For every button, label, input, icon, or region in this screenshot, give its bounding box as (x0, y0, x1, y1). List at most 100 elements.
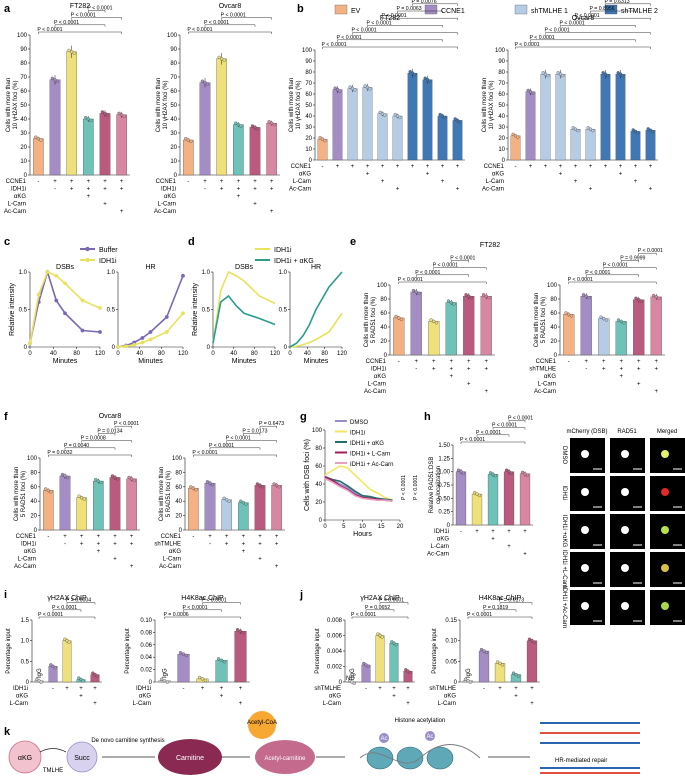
condition-mark: + (208, 534, 212, 540)
condition-label: L-Carn (438, 701, 456, 707)
data-point (46, 488, 51, 493)
data-point (477, 493, 482, 498)
series-marker (54, 298, 59, 303)
significance-bracket (545, 32, 651, 35)
y-axis-label: Percentage input (315, 628, 321, 674)
significance-bracket (64, 447, 116, 450)
data-point (79, 495, 84, 500)
series-marker (28, 341, 32, 346)
y-tick-label: 70 (20, 75, 27, 81)
legend-label: CCNE1 (441, 8, 465, 15)
bar (478, 650, 490, 683)
bar (393, 317, 405, 356)
condition-mark: + (93, 701, 97, 707)
condition-mark: + (529, 164, 533, 170)
data-point (274, 483, 279, 488)
data-point (110, 474, 115, 478)
p-value: P = 0.0173 (499, 598, 524, 604)
data-point (417, 291, 421, 296)
y-tick-label: 0.008 (327, 618, 343, 624)
condition-mark: + (120, 187, 124, 193)
x-tick-label: 80 (321, 351, 328, 357)
significance-bracket (71, 17, 122, 20)
x-tick-label: 0 (288, 351, 292, 357)
condition-label: αKG (374, 374, 386, 380)
condition-label: IDH1i (161, 187, 176, 193)
y-tick-label: 0.5 (202, 308, 211, 314)
data-point (208, 481, 212, 485)
condition-mark: + (336, 164, 340, 170)
data-point (178, 651, 183, 655)
condition-mark: + (103, 179, 107, 185)
condition-mark: - (460, 529, 462, 535)
y-axis-label: Cells with more than (364, 293, 370, 347)
x-tick-label: 20 (397, 524, 404, 530)
p-value: P < 0.0001 (192, 450, 217, 456)
condition-label: αKG (164, 194, 176, 200)
data-point (272, 482, 276, 486)
condition-mark: + (432, 367, 436, 373)
data-point (253, 125, 257, 130)
p-value: P = 0.6473 (259, 421, 284, 427)
y-tick-label: 40 (20, 117, 27, 123)
condition-label: αKG (14, 194, 26, 200)
x-tick-label: 10 (359, 524, 366, 530)
p-value: P = 0.0032 (47, 450, 72, 456)
condition-mark: + (637, 382, 641, 388)
y-tick-label: 20 (175, 514, 182, 520)
condition-mark: + (654, 367, 658, 373)
condition-mark: + (113, 534, 117, 540)
data-point (100, 110, 105, 114)
significance-bracket (575, 17, 651, 21)
condition-mark: + (411, 164, 415, 170)
data-point (459, 469, 463, 474)
data-point (464, 293, 468, 297)
condition-mark: - (322, 164, 324, 170)
y-axis-label: Relative intensity (192, 283, 199, 336)
condition-mark: + (530, 686, 534, 692)
data-point (599, 315, 603, 319)
data-point (53, 666, 57, 670)
data-point (469, 295, 474, 300)
x-tick-label: 120 (178, 351, 189, 357)
y-axis-label: Relative intensity (9, 283, 16, 336)
data-point (569, 314, 574, 318)
data-point (511, 671, 516, 675)
image-row-label: IDH1i +αKG (561, 515, 567, 548)
y-tick-label: 70 (305, 81, 312, 87)
condition-label: shTMLHE (314, 686, 341, 692)
y-tick-label: 10 (498, 147, 505, 153)
y-axis-label: 10 γH2AX foci (%) (489, 80, 495, 129)
bar (116, 114, 127, 176)
p-value: P < 0.0001 (401, 475, 407, 500)
condition-label: shTMLHE (154, 542, 181, 548)
data-point (488, 471, 493, 475)
data-point (636, 131, 640, 135)
condition-label: Ac-Carn (482, 187, 504, 193)
y-tick-label: 40 (30, 499, 37, 505)
bar (271, 485, 282, 531)
data-point (184, 653, 189, 658)
data-point (434, 321, 439, 325)
data-point (414, 290, 418, 294)
x-tick-label: 40 (304, 351, 311, 357)
bar (615, 321, 627, 356)
y-tick-label: 20 (315, 500, 322, 506)
data-point (203, 678, 208, 682)
condition-mark: + (87, 179, 91, 185)
y-tick-label: 80 (315, 446, 322, 452)
y-tick-label: 0 (284, 345, 288, 351)
data-point (181, 652, 186, 656)
data-point (493, 474, 498, 478)
bar (233, 124, 244, 176)
condition-mark: + (602, 367, 606, 373)
condition-mark: + (634, 164, 638, 170)
p-value: P < 0.0001 (508, 415, 533, 421)
data-point (219, 658, 224, 662)
bar (633, 299, 645, 356)
y-tick-label: 0.25 (438, 510, 450, 516)
data-point (222, 660, 227, 664)
acetylcarnitine-label: Acetyl-carnitine (264, 756, 306, 762)
bar (62, 640, 72, 683)
y-tick-label: 80 (20, 61, 27, 67)
